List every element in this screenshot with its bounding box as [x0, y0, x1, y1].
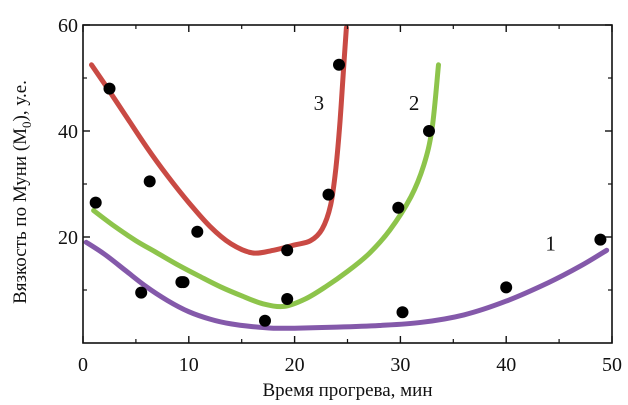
y-tick-label-40: 40	[58, 121, 78, 143]
data-point-series-3-1	[103, 82, 116, 95]
y-axis-title-main: Вязкость по Муни (М	[10, 128, 31, 304]
x-tick-label-40: 40	[496, 354, 516, 376]
data-point-series-2-1	[89, 196, 102, 209]
points-layer	[89, 58, 607, 327]
series-line-3	[89, 25, 349, 256]
x-tick-label-50: 50	[602, 354, 622, 376]
data-point-series-1-5	[500, 281, 513, 294]
data-point-series-1-1	[135, 286, 148, 299]
data-point-series-1-4	[396, 306, 409, 319]
y-tick-label-20: 20	[58, 227, 78, 249]
data-point-series-3-5	[322, 188, 335, 201]
data-point-series-1-3	[259, 314, 271, 327]
data-point-series-3-2	[143, 175, 156, 188]
y-axis-title-suffix: ), у.е.	[10, 80, 31, 121]
curve-label-2: 2	[409, 91, 420, 115]
x-axis-title: Время прогрева, мин	[262, 380, 432, 401]
data-point-series-3-3	[191, 225, 204, 238]
data-point-series-1-6	[594, 233, 607, 246]
x-tick-label-0: 0	[78, 354, 88, 376]
x-tick-label-10: 10	[179, 354, 199, 376]
x-tick-label-20: 20	[285, 354, 305, 376]
data-point-series-2-4	[392, 201, 405, 214]
data-point-series-3-6	[333, 58, 345, 71]
series-layer	[83, 25, 610, 331]
ticks-layer: 0 10 20 30 40 50 20 40 60	[58, 15, 622, 376]
data-point-series-2-3	[281, 293, 294, 305]
data-point-series-3-4	[281, 244, 294, 257]
data-point-series-2-2	[175, 276, 188, 289]
y-axis-title: Вязкость по Муни (М0), у.е.	[10, 80, 34, 304]
x-tick-label-30: 30	[390, 354, 410, 376]
labels-layer: 1 2 3	[314, 91, 556, 255]
y-tick-label-60: 60	[58, 15, 78, 37]
series-line-1	[83, 239, 610, 331]
data-point-series-2-5	[423, 125, 435, 137]
series-line-2	[91, 62, 441, 310]
y-axis-title-subscript: 0	[19, 121, 34, 128]
curve-label-3: 3	[314, 91, 325, 115]
curve-label-1: 1	[545, 231, 556, 255]
